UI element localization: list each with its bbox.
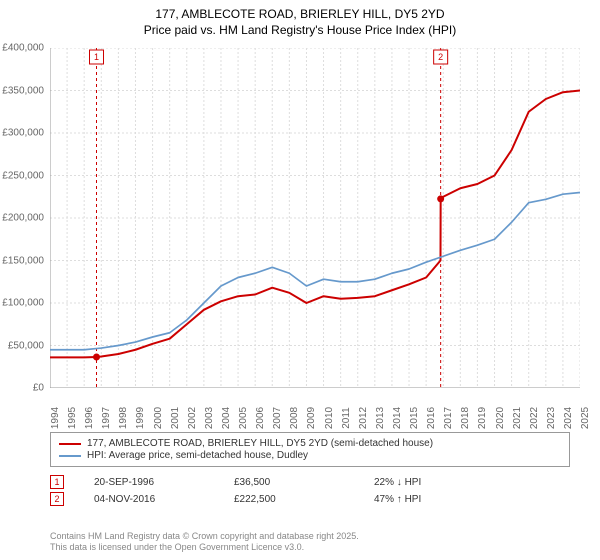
x-tick-label: 2009 — [306, 407, 317, 429]
y-tick-label: £150,000 — [2, 255, 44, 266]
x-tick-label: 1994 — [50, 407, 61, 429]
x-tick-label: 2017 — [443, 407, 454, 429]
x-tick-label: 2001 — [170, 407, 181, 429]
marker-delta-1: 47% ↑ HPI — [374, 494, 421, 505]
legend-box: 177, AMBLECOTE ROAD, BRIERLEY HILL, DY5 … — [50, 432, 570, 467]
x-tick-label: 2006 — [255, 407, 266, 429]
x-tick-label: 2010 — [324, 407, 335, 429]
x-tick-label: 2002 — [187, 407, 198, 429]
x-tick-label: 2024 — [563, 407, 574, 429]
legend-row-1: HPI: Average price, semi-detached house,… — [59, 450, 561, 461]
x-tick-label: 2025 — [580, 407, 591, 429]
chart-title-block: 177, AMBLECOTE ROAD, BRIERLEY HILL, DY5 … — [0, 0, 600, 40]
legend-label-0: 177, AMBLECOTE ROAD, BRIERLEY HILL, DY5 … — [87, 438, 433, 449]
y-tick-label: £350,000 — [2, 85, 44, 96]
marker-event-row-0: 1 20-SEP-1996 £36,500 22% ↓ HPI — [50, 475, 570, 489]
svg-text:2: 2 — [438, 52, 443, 62]
svg-text:1: 1 — [94, 52, 99, 62]
y-tick-label: £400,000 — [2, 43, 44, 54]
x-tick-label: 2012 — [358, 407, 369, 429]
x-tick-label: 2022 — [529, 407, 540, 429]
y-axis-labels: £0£50,000£100,000£150,000£200,000£250,00… — [0, 48, 48, 388]
x-tick-label: 1999 — [135, 407, 146, 429]
title-line-1: 177, AMBLECOTE ROAD, BRIERLEY HILL, DY5 … — [0, 6, 600, 22]
marker-price-0: £36,500 — [234, 477, 344, 488]
y-tick-label: £0 — [33, 383, 44, 394]
marker-price-1: £222,500 — [234, 494, 344, 505]
marker-date-0: 20-SEP-1996 — [94, 477, 204, 488]
legend-row-0: 177, AMBLECOTE ROAD, BRIERLEY HILL, DY5 … — [59, 438, 561, 449]
marker-badge-0: 1 — [50, 475, 64, 489]
x-tick-label: 2003 — [204, 407, 215, 429]
x-tick-label: 2020 — [495, 407, 506, 429]
x-tick-label: 2008 — [289, 407, 300, 429]
marker-date-1: 04-NOV-2016 — [94, 494, 204, 505]
footer-line-2: This data is licensed under the Open Gov… — [50, 542, 359, 554]
y-tick-label: £50,000 — [8, 340, 44, 351]
x-tick-label: 1998 — [118, 407, 129, 429]
x-tick-label: 2018 — [460, 407, 471, 429]
x-tick-label: 2000 — [153, 407, 164, 429]
x-tick-label: 2007 — [272, 407, 283, 429]
x-tick-label: 2016 — [426, 407, 437, 429]
x-tick-label: 2023 — [546, 407, 557, 429]
x-axis-labels: 1994 1995 1996 1997 1998 1999 2000 2001 2002 2003… — [50, 390, 580, 430]
marker-event-row-1: 2 04-NOV-2016 £222,500 47% ↑ HPI — [50, 492, 570, 506]
x-tick-label: 2019 — [477, 407, 488, 429]
y-tick-label: £300,000 — [2, 128, 44, 139]
x-tick-label: 2015 — [409, 407, 420, 429]
footer-line-1: Contains HM Land Registry data © Crown c… — [50, 531, 359, 543]
x-tick-label: 1995 — [67, 407, 78, 429]
chart-area: 12 — [50, 48, 580, 388]
x-tick-label: 2021 — [512, 407, 523, 429]
chart-plot: 12 — [50, 48, 580, 388]
footer: Contains HM Land Registry data © Crown c… — [50, 531, 359, 554]
y-tick-label: £100,000 — [2, 298, 44, 309]
marker-badge-1: 2 — [50, 492, 64, 506]
y-tick-label: £200,000 — [2, 213, 44, 224]
x-tick-label: 1996 — [84, 407, 95, 429]
x-tick-label: 2004 — [221, 407, 232, 429]
x-tick-label: 2005 — [238, 407, 249, 429]
x-tick-label: 2014 — [392, 407, 403, 429]
x-tick-label: 1997 — [101, 407, 112, 429]
x-tick-label: 2013 — [375, 407, 386, 429]
x-tick-label: 2011 — [341, 407, 352, 429]
y-tick-label: £250,000 — [2, 170, 44, 181]
legend-swatch-0 — [59, 443, 81, 445]
legend-label-1: HPI: Average price, semi-detached house,… — [87, 450, 308, 461]
marker-events: 1 20-SEP-1996 £36,500 22% ↓ HPI 2 04-NOV… — [50, 472, 570, 509]
legend-swatch-1 — [59, 455, 81, 457]
title-line-2: Price paid vs. HM Land Registry's House … — [0, 22, 600, 38]
marker-delta-0: 22% ↓ HPI — [374, 477, 421, 488]
